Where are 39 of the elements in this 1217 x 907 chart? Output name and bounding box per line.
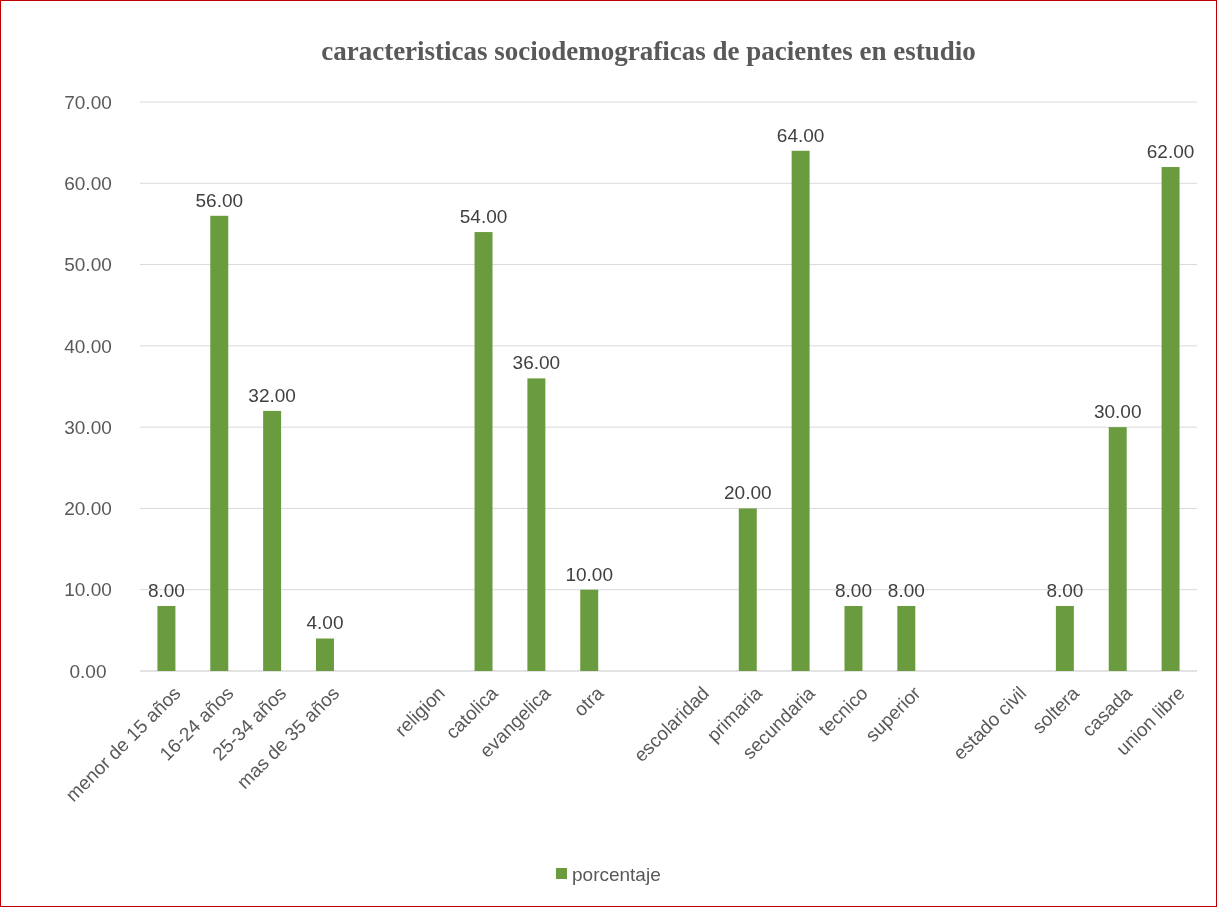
bar (1055, 605, 1074, 671)
x-tick-label: otra (569, 682, 608, 721)
y-tick-label: 40.00 (64, 335, 112, 357)
data-label: 8.00 (1046, 579, 1084, 601)
data-label: 4.00 (306, 612, 344, 634)
bar (527, 378, 546, 671)
data-label: 10.00 (565, 563, 613, 585)
bar (580, 589, 599, 671)
bar (791, 150, 810, 671)
data-label: 64.00 (776, 124, 825, 146)
y-tick-label: 50.00 (64, 254, 112, 276)
bar (738, 508, 757, 671)
data-label: 62.00 (1146, 141, 1195, 163)
y-tick-label: 20.00 (64, 498, 112, 520)
data-label: 20.00 (724, 482, 772, 504)
y-tick-label: 0.00 (69, 660, 107, 682)
bar (263, 410, 282, 671)
data-label: 54.00 (459, 206, 508, 228)
y-tick-label: 30.00 (64, 416, 112, 438)
y-tick-label: 60.00 (64, 172, 112, 194)
data-label: 8.00 (834, 579, 872, 601)
bar (844, 605, 863, 671)
data-label: 36.00 (512, 352, 561, 374)
data-label: 30.00 (1093, 401, 1142, 423)
y-tick-label: 70.00 (64, 91, 112, 113)
y-tick-label: 10.00 (64, 579, 112, 601)
bar (474, 232, 493, 671)
legend-label: porcentaje (572, 863, 661, 885)
bar (1108, 427, 1127, 671)
bar (315, 638, 334, 671)
bar (897, 605, 916, 671)
data-label: 8.00 (147, 579, 185, 601)
data-label: 56.00 (195, 189, 244, 211)
bar (210, 215, 229, 671)
data-label: 32.00 (248, 384, 296, 406)
bar (157, 605, 176, 671)
data-label: 8.00 (887, 579, 925, 601)
chart-title: caracteristicas sociodemograficas de pacientes en estudio (321, 36, 976, 66)
bar (1161, 167, 1180, 671)
